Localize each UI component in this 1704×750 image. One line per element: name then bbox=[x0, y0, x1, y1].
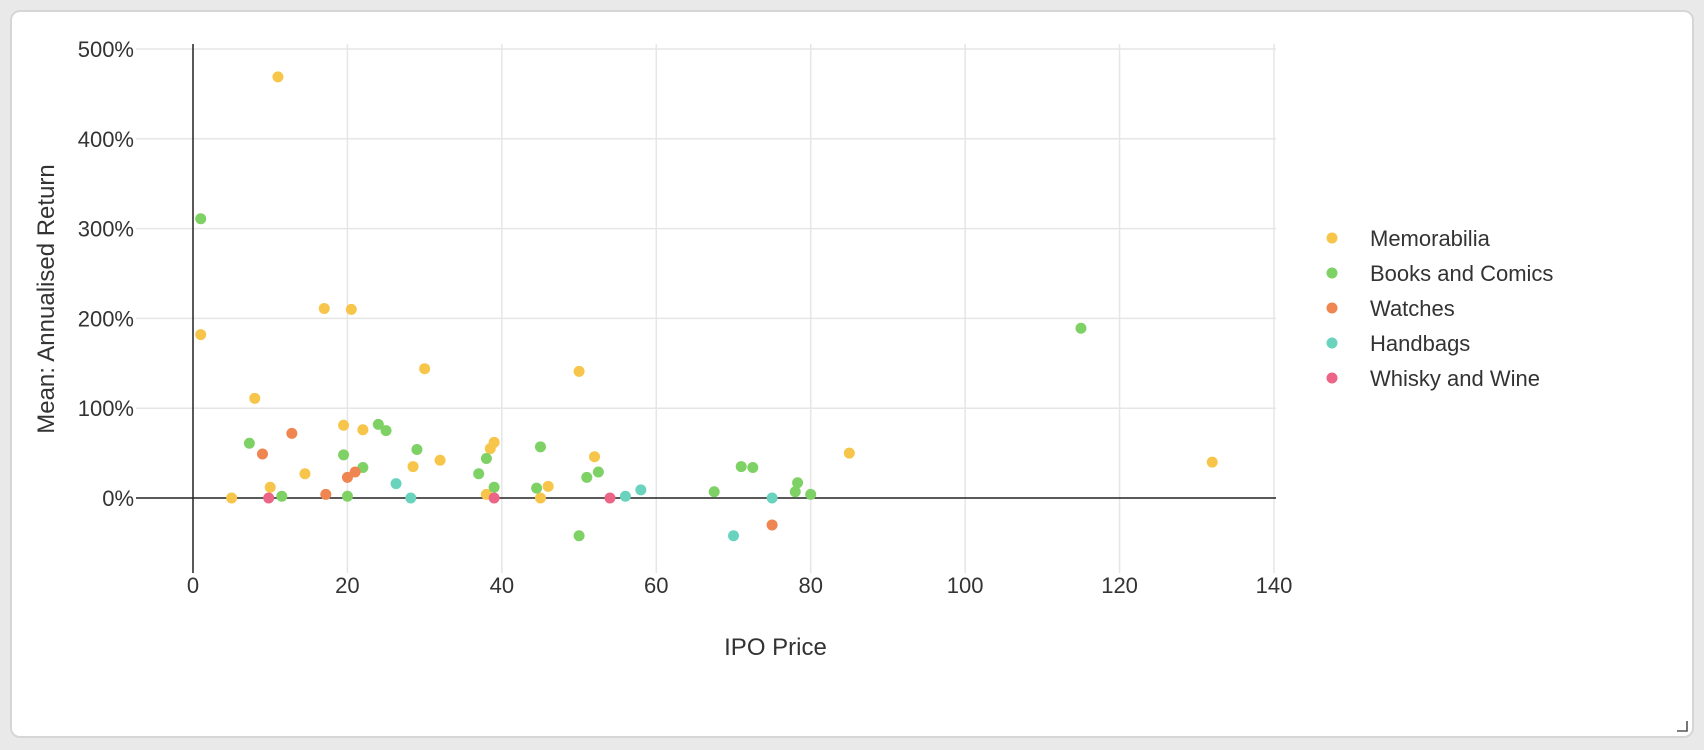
data-point[interactable] bbox=[411, 444, 423, 456]
data-point[interactable] bbox=[341, 490, 353, 502]
y-tick-label: 0% bbox=[102, 486, 134, 511]
x-axis-title: IPO Price bbox=[724, 634, 827, 661]
y-tick-label: 300% bbox=[78, 217, 134, 242]
data-point[interactable] bbox=[249, 392, 261, 404]
scatter-chart: 0 20 40 60 80 100 120 140 0% 100% 200% 300% 400% 500%… bbox=[33, 37, 1553, 661]
data-point[interactable] bbox=[341, 471, 353, 483]
data-point[interactable] bbox=[1206, 456, 1218, 468]
x-tick-label: 80 bbox=[798, 573, 822, 598]
x-tick-label: 20 bbox=[335, 573, 359, 598]
legend-label[interactable]: Whisky and Wine bbox=[1370, 366, 1540, 391]
data-point[interactable] bbox=[728, 530, 739, 542]
x-tick-label: 0 bbox=[187, 573, 199, 598]
x-tick-label: 40 bbox=[490, 573, 514, 598]
resize-handle-icon[interactable] bbox=[1674, 718, 1688, 732]
data-point[interactable] bbox=[592, 466, 604, 478]
y-tick-label: 200% bbox=[78, 306, 134, 331]
data-point[interactable] bbox=[419, 363, 431, 375]
data-point[interactable] bbox=[243, 437, 255, 449]
data-point[interactable] bbox=[480, 452, 492, 464]
y-tick-label: 100% bbox=[78, 396, 134, 421]
legend-label[interactable]: Handbags bbox=[1370, 331, 1470, 356]
data-point[interactable] bbox=[372, 418, 384, 430]
data-point[interactable] bbox=[405, 492, 417, 504]
axes: 0 20 40 60 80 100 120 140 0% 100% 200% 300% 400% 500% bbox=[78, 37, 1293, 598]
legend: Memorabilia Books and Comics Watches Handba… bbox=[1326, 226, 1553, 391]
y-tick-label: 500% bbox=[78, 37, 134, 62]
data-point[interactable] bbox=[488, 436, 500, 448]
data-point[interactable] bbox=[581, 471, 593, 483]
legend-marker bbox=[1326, 302, 1338, 314]
data-point[interactable] bbox=[390, 478, 402, 490]
legend-label[interactable]: Memorabilia bbox=[1370, 226, 1491, 251]
data-point[interactable] bbox=[805, 488, 817, 500]
data-point[interactable] bbox=[589, 451, 601, 463]
data-point[interactable] bbox=[573, 365, 585, 377]
data-point[interactable] bbox=[766, 492, 778, 504]
data-point[interactable] bbox=[534, 492, 546, 504]
legend-label[interactable]: Books and Comics bbox=[1370, 261, 1553, 286]
data-point[interactable] bbox=[708, 486, 720, 498]
data-point[interactable] bbox=[195, 329, 207, 341]
data-point[interactable] bbox=[264, 481, 276, 493]
data-point[interactable] bbox=[789, 486, 801, 498]
y-axis-title: Mean: Annualised Return bbox=[33, 164, 60, 434]
x-tick-label: 140 bbox=[1256, 573, 1293, 598]
legend-marker bbox=[1326, 267, 1338, 279]
data-point[interactable] bbox=[766, 519, 778, 531]
legend-marker bbox=[1326, 337, 1338, 349]
data-point[interactable] bbox=[272, 71, 284, 83]
data-point[interactable] bbox=[276, 490, 288, 502]
grid bbox=[136, 44, 1276, 573]
data-point[interactable] bbox=[226, 492, 238, 504]
data-point[interactable] bbox=[263, 492, 275, 504]
data-point[interactable] bbox=[604, 492, 616, 504]
data-point[interactable] bbox=[349, 466, 361, 478]
data-point[interactable] bbox=[345, 303, 357, 315]
data-point[interactable] bbox=[542, 480, 554, 492]
data-point[interactable] bbox=[635, 484, 647, 496]
data-point[interactable] bbox=[531, 482, 543, 494]
legend-marker bbox=[1326, 232, 1338, 244]
data-point[interactable] bbox=[195, 213, 207, 225]
data-point[interactable] bbox=[338, 419, 350, 431]
data-point[interactable] bbox=[357, 424, 369, 436]
data-point[interactable] bbox=[434, 454, 446, 466]
data-points bbox=[195, 71, 1218, 542]
data-point[interactable] bbox=[320, 488, 332, 500]
data-point[interactable] bbox=[843, 447, 855, 459]
data-point[interactable] bbox=[747, 461, 759, 473]
data-point[interactable] bbox=[573, 530, 585, 542]
legend-label[interactable]: Watches bbox=[1370, 296, 1455, 321]
data-point[interactable] bbox=[534, 441, 546, 453]
data-point[interactable] bbox=[338, 449, 350, 461]
data-point[interactable] bbox=[735, 461, 747, 473]
data-point[interactable] bbox=[619, 490, 631, 502]
x-tick-label: 100 bbox=[947, 573, 984, 598]
x-tick-label: 60 bbox=[644, 573, 668, 598]
data-point[interactable] bbox=[380, 425, 392, 437]
data-point[interactable] bbox=[318, 303, 330, 315]
legend-marker bbox=[1326, 372, 1338, 384]
data-point[interactable] bbox=[488, 492, 500, 504]
data-point[interactable] bbox=[488, 481, 500, 493]
data-point[interactable] bbox=[256, 448, 268, 460]
data-point[interactable] bbox=[792, 477, 804, 489]
data-point[interactable] bbox=[407, 461, 419, 473]
y-tick-label: 400% bbox=[78, 127, 134, 152]
data-point[interactable] bbox=[299, 468, 311, 480]
x-tick-label: 120 bbox=[1101, 573, 1138, 598]
data-point[interactable] bbox=[473, 468, 485, 480]
chart-card: 0 20 40 60 80 100 120 140 0% 100% 200% 300% 400% 500%… bbox=[10, 10, 1694, 738]
data-point[interactable] bbox=[286, 427, 298, 439]
data-point[interactable] bbox=[1075, 322, 1087, 334]
